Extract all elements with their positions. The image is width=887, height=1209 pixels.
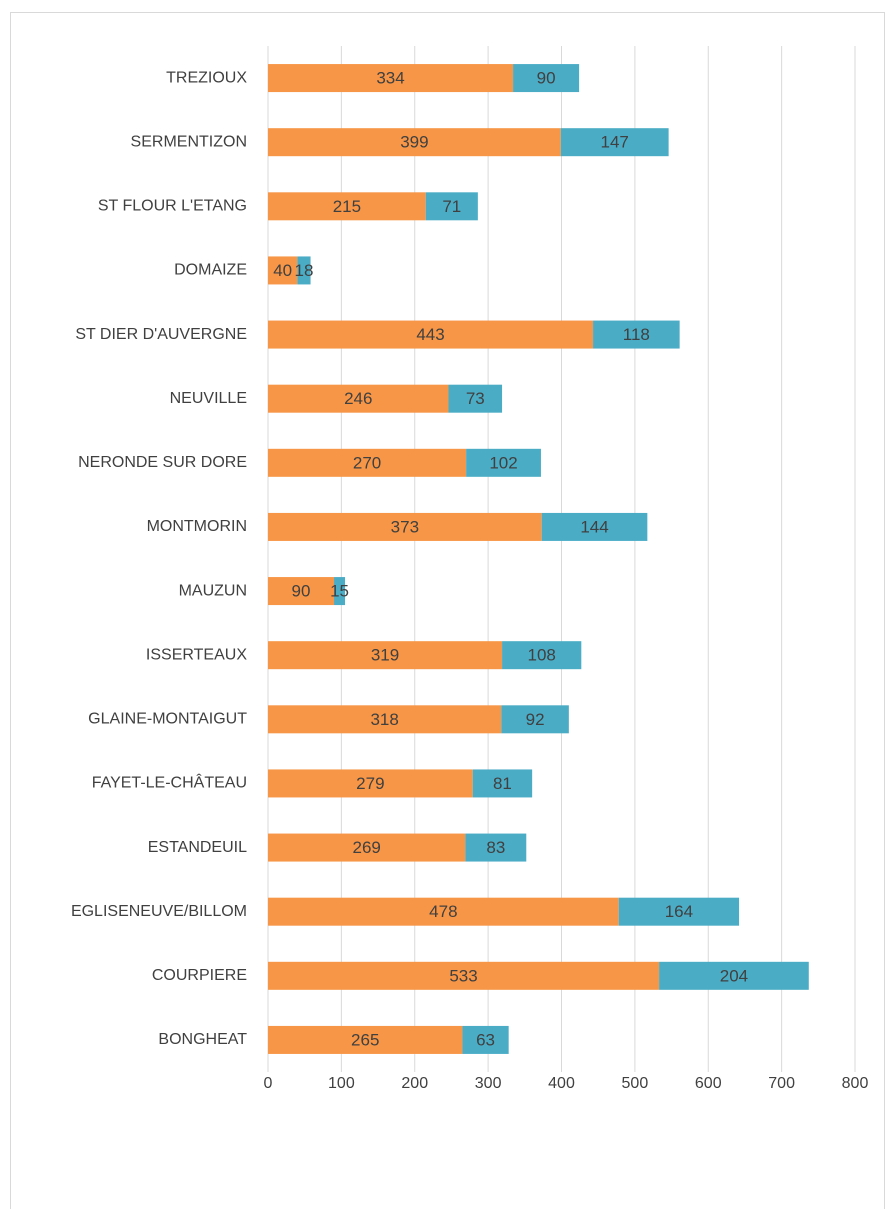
- x-tick-label: 800: [842, 1075, 869, 1092]
- x-tick-label: 400: [548, 1075, 575, 1092]
- data-label: 63: [476, 1030, 495, 1049]
- bar-segment: [268, 256, 298, 285]
- data-label: 334: [376, 69, 404, 88]
- bar-segment: [618, 897, 740, 926]
- x-tick-label: 200: [401, 1075, 428, 1092]
- x-tick-label: 600: [695, 1075, 722, 1092]
- bar-segment: [502, 641, 582, 670]
- y-tick-label: NERONDE SUR DORE: [78, 454, 247, 471]
- data-label: 81: [493, 774, 512, 793]
- data-label: 83: [486, 838, 505, 857]
- data-label: 270: [353, 453, 381, 472]
- y-tick-label: GLAINE-MONTAIGUT: [88, 711, 247, 728]
- data-label: 102: [489, 453, 517, 472]
- bar-segment: [659, 961, 809, 990]
- data-label: 71: [442, 197, 461, 216]
- bar-segment: [268, 64, 514, 93]
- data-label: 533: [449, 966, 477, 985]
- bar-segment: [268, 577, 335, 606]
- y-tick-label: TREZIOUX: [166, 69, 247, 86]
- bar-segment: [268, 512, 542, 541]
- bar-segment: [501, 705, 569, 734]
- bar-segment: [541, 512, 648, 541]
- data-label: 144: [580, 517, 608, 536]
- y-tick-label: MAUZUN: [179, 582, 247, 599]
- bar-segment: [425, 192, 478, 221]
- x-tick-label: 300: [475, 1075, 502, 1092]
- data-label: 443: [416, 325, 444, 344]
- data-label: 246: [344, 389, 372, 408]
- data-label: 90: [292, 582, 311, 601]
- bar-segment: [466, 448, 541, 477]
- data-label: 40: [273, 261, 292, 280]
- data-label: 399: [400, 133, 428, 152]
- y-tick-label: NEUVILLE: [170, 390, 247, 407]
- y-tick-label: SERMENTIZON: [131, 133, 247, 150]
- data-label: 265: [351, 1030, 379, 1049]
- bar-segment: [297, 256, 311, 285]
- bar-segment: [268, 192, 426, 221]
- bar-segment: [268, 128, 561, 157]
- data-label: 15: [330, 582, 349, 601]
- data-label: 215: [333, 197, 361, 216]
- bar-segment: [448, 384, 503, 413]
- bar-segment: [593, 320, 680, 349]
- bar-segment: [268, 448, 467, 477]
- data-label: 269: [353, 838, 381, 857]
- bar-segment: [462, 1025, 509, 1054]
- data-label: 318: [370, 710, 398, 729]
- y-tick-label: ISSERTEAUX: [146, 646, 247, 663]
- bar-segment: [560, 128, 669, 157]
- bar-segment: [268, 961, 660, 990]
- data-label: 478: [429, 902, 457, 921]
- y-tick-label: MONTMORIN: [147, 518, 247, 535]
- bar-segment: [268, 384, 449, 413]
- data-label: 92: [526, 710, 545, 729]
- y-tick-label: BONGHEAT: [158, 1031, 247, 1048]
- data-label: 90: [537, 69, 556, 88]
- y-tick-label: ST FLOUR L'ETANG: [98, 198, 247, 215]
- y-tick-label: ST DIER D'AUVERGNE: [75, 326, 247, 343]
- data-label: 373: [391, 517, 419, 536]
- bar-segment: [268, 705, 502, 734]
- data-label: 108: [528, 646, 556, 665]
- bar-segment: [268, 769, 473, 798]
- bar-segment: [334, 577, 346, 606]
- chart-border: [10, 12, 885, 1209]
- data-label: 319: [371, 646, 399, 665]
- data-label: 73: [466, 389, 485, 408]
- y-tick-label: ESTANDEUIL: [148, 839, 247, 856]
- data-label: 18: [294, 261, 313, 280]
- bar-segment: [268, 320, 594, 349]
- bar-segment: [268, 833, 466, 862]
- bar-segment: [513, 64, 580, 93]
- x-tick-label: 0: [264, 1075, 273, 1092]
- bar-segment: [472, 769, 533, 798]
- data-label: 164: [665, 902, 693, 921]
- bar-segment: [268, 897, 619, 926]
- x-tick-label: 700: [768, 1075, 795, 1092]
- y-tick-label: FAYET-LE-CHÂTEAU: [92, 773, 247, 792]
- data-label: 118: [623, 325, 650, 344]
- bar-segment: [268, 1025, 463, 1054]
- data-label: 147: [601, 133, 629, 152]
- y-tick-label: DOMAIZE: [174, 262, 247, 279]
- data-label: 279: [356, 774, 384, 793]
- bar-segment: [268, 641, 503, 670]
- y-tick-label: EGLISENEUVE/BILLOM: [71, 903, 247, 920]
- bar-segment: [465, 833, 527, 862]
- y-tick-label: COURPIERE: [152, 967, 247, 984]
- x-tick-label: 500: [622, 1075, 649, 1092]
- data-label: 204: [720, 966, 748, 985]
- x-tick-label: 100: [328, 1075, 355, 1092]
